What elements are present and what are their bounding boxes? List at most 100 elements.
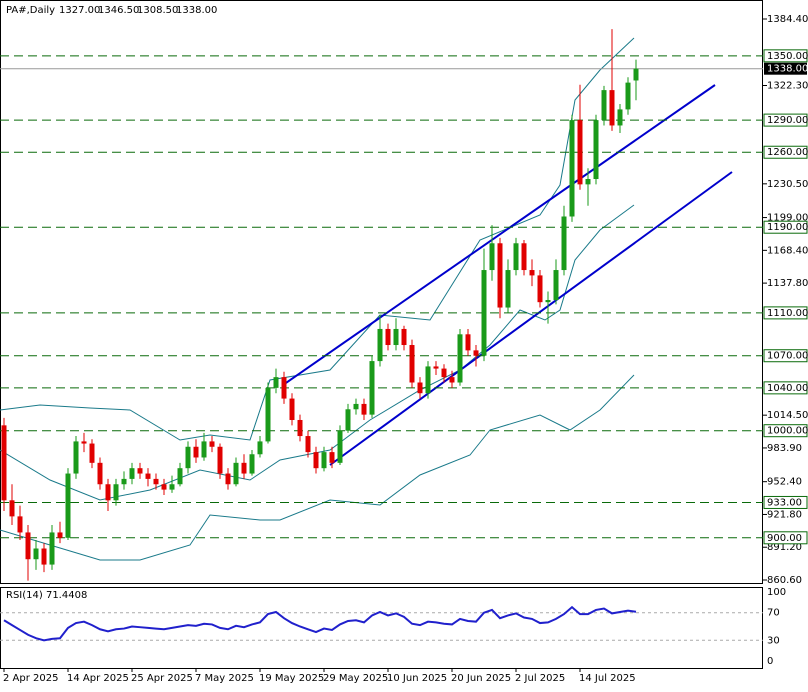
level-label: 1350.00 [767, 51, 808, 62]
y-tick-label: 1199.00 [767, 213, 808, 224]
y-tick-label: 891.20 [767, 542, 802, 553]
candle-body [417, 382, 423, 394]
y-tick-label: 921.80 [767, 509, 802, 520]
band-middle [0, 204, 635, 501]
candle-body [457, 334, 463, 383]
channel [282, 84, 733, 466]
candle-body [441, 368, 447, 378]
candle-body [393, 328, 399, 346]
candle-body [601, 90, 607, 121]
candle-body [65, 473, 71, 538]
rsi-tick-label: 30 [767, 635, 780, 646]
candle-body [145, 473, 151, 479]
candle-body [217, 446, 223, 474]
band-upper [0, 37, 635, 441]
candle-body [329, 452, 335, 463]
candle-body [497, 243, 503, 308]
level-label-box [763, 306, 808, 320]
header-close: 1338.00 [176, 5, 217, 16]
candle-body [89, 443, 95, 463]
candle-body [313, 452, 319, 469]
candle-body [337, 430, 343, 463]
bollinger-bands [0, 37, 635, 561]
candle-body [593, 120, 599, 180]
header-low: 1308.50 [137, 5, 178, 16]
candle-body [257, 441, 263, 455]
rsi-tick-label: 0 [767, 656, 773, 667]
level-label: 1070.00 [767, 351, 808, 362]
candle-body [9, 500, 15, 517]
rsi-tick-label: 70 [767, 608, 780, 619]
candle-body [169, 484, 175, 490]
main-frame [0, 0, 763, 584]
candle-body [377, 328, 383, 362]
channel-upper [282, 84, 716, 386]
candle-body [553, 270, 559, 301]
x-tick-label: 14 Apr 2025 [67, 673, 129, 684]
x-tick-label: 2 Jul 2025 [515, 673, 565, 684]
y-tick-label: 1230.50 [767, 179, 808, 190]
band-lower [0, 374, 635, 561]
candle-body [265, 387, 271, 442]
candle-body [105, 484, 111, 501]
candle-body [209, 441, 215, 447]
candle-body [545, 300, 551, 303]
candle-body [57, 532, 63, 538]
candle-body [465, 334, 471, 351]
candle-body [297, 419, 303, 437]
x-tick-label: 25 Apr 2025 [131, 673, 193, 684]
level-label: 900.00 [767, 533, 802, 544]
candle-body [25, 532, 31, 560]
candle-body [249, 454, 255, 474]
level-label: 1290.00 [767, 115, 808, 126]
candle-body [481, 270, 487, 356]
level-label-box [763, 220, 808, 234]
y-tick-label: 860.60 [767, 575, 802, 586]
level-label: 1000.00 [767, 426, 808, 437]
candle-body [529, 270, 535, 276]
candle-body [73, 441, 79, 474]
y-tick-label: 983.90 [767, 443, 802, 454]
candle-body [161, 484, 167, 490]
rsi-line [3, 605, 637, 642]
candle-body [449, 377, 455, 383]
candle-body [241, 462, 247, 474]
candle-body [17, 516, 23, 533]
candle-body [633, 68, 639, 81]
level-label-box [763, 424, 808, 438]
x-tick-label: 14 Jul 2025 [579, 673, 636, 684]
candle-body [401, 328, 407, 346]
candle-body [521, 243, 527, 271]
candle-body [281, 377, 287, 399]
current-price-box [764, 62, 807, 75]
candle-body [137, 468, 143, 474]
candle-body [609, 90, 615, 126]
candle-body [289, 398, 295, 420]
candle-body [513, 243, 519, 271]
y-tick-label: 1322.30 [767, 81, 808, 92]
candle-body [273, 377, 279, 388]
y-tick-label: 1137.80 [767, 278, 808, 289]
candle-body [177, 468, 183, 485]
y-tick-label: 1168.40 [767, 245, 808, 256]
rsi-frame [0, 587, 763, 669]
candle-body [345, 409, 351, 431]
level-label: 1040.00 [767, 383, 808, 394]
current-price-label: 1338.00 [767, 64, 808, 75]
candle-body [321, 452, 327, 469]
candle-body [577, 120, 583, 185]
candle-body [129, 468, 135, 479]
level-label-box [763, 495, 808, 509]
candle-body [625, 82, 631, 110]
candle-body [561, 216, 567, 271]
channel-lower [329, 171, 733, 466]
candle-body [305, 436, 311, 453]
level-label: 1260.00 [767, 147, 808, 158]
candle-body [433, 366, 439, 369]
candle-body [153, 478, 159, 485]
rsi-title: RSI(14) 71.4408 [6, 590, 87, 601]
candle-body [425, 366, 431, 394]
x-tick-label: 20 Jun 2025 [451, 673, 511, 684]
candle-body [489, 243, 495, 271]
